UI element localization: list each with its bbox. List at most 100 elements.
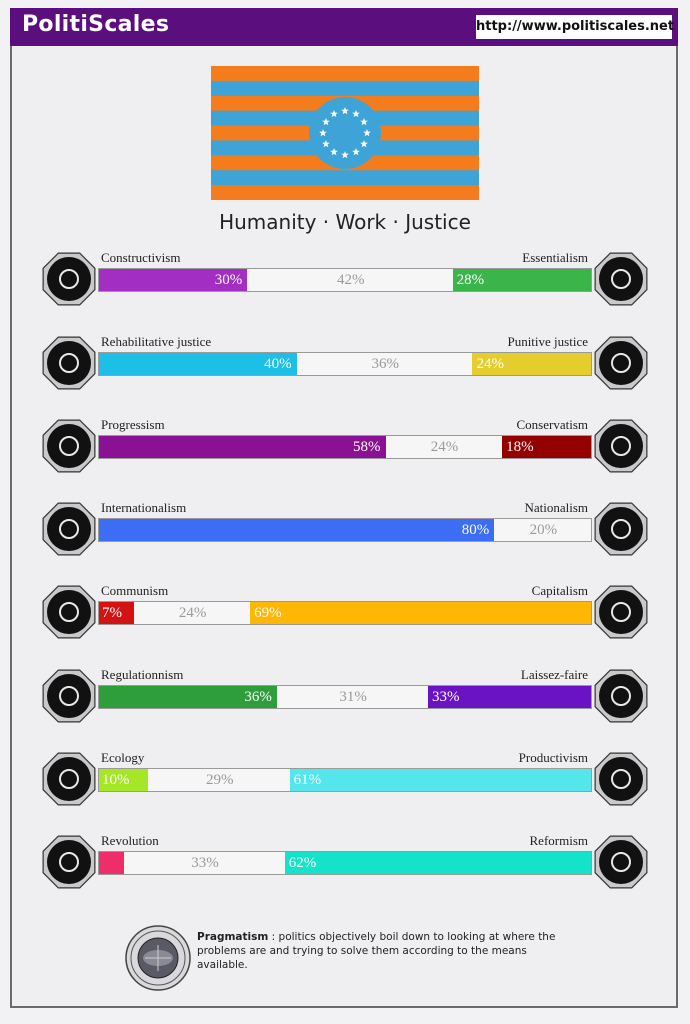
- axis-right-segment: [472, 353, 591, 375]
- axis-middle-percent: 24%: [178, 605, 207, 621]
- axis-row: Ecology Productivism 10% 29% 61%: [0, 750, 690, 834]
- axis-middle-percent: 33%: [191, 855, 219, 871]
- axis-bar: 36% 31% 33%: [98, 685, 592, 709]
- axis-right-segment: [502, 436, 591, 458]
- axis-row: Revolution Reformism 33% 62%: [0, 833, 690, 917]
- axis-row: Communism Capitalism 7% 24% 69%: [0, 583, 690, 667]
- flag-star: [330, 109, 338, 118]
- axis-right-segment: [284, 852, 591, 874]
- axis-bar: 58% 24% 18%: [98, 435, 592, 459]
- flag-star: [352, 109, 360, 118]
- axis-left-label: Internationalism: [101, 500, 187, 515]
- axis-right-segment: [427, 686, 591, 708]
- header-bar: PolitiScales http://www.politiscales.net: [10, 8, 678, 46]
- axis-right-percent: 61%: [293, 772, 322, 788]
- axis-left-percent: 36%: [244, 689, 272, 705]
- axis-right-label: Productivism: [518, 750, 588, 765]
- flag-star: [341, 107, 349, 115]
- axis-bar: 80% 20%: [98, 518, 592, 542]
- eye-icon: [42, 252, 96, 306]
- axis-left-segment: [99, 269, 248, 291]
- axis-left-label: Revolution: [101, 833, 159, 848]
- flag-image: [211, 66, 479, 200]
- butterfly-icon: [594, 669, 648, 723]
- flag-star: [319, 129, 327, 137]
- axis-row: Rehabilitative justice Punitive justice 40…: [0, 334, 690, 418]
- axis-bar: 33% 62%: [98, 851, 592, 875]
- axis-left-label: Rehabilitative justice: [101, 334, 212, 349]
- footer-description: Pragmatism : politics objectively boil d…: [197, 930, 577, 972]
- axis-right-percent: 28%: [456, 272, 485, 288]
- axis-right-percent: 18%: [506, 439, 534, 455]
- axis-right-percent: 62%: [288, 855, 317, 871]
- flag-star: [341, 151, 349, 159]
- axis-left-label: Communism: [101, 583, 169, 598]
- axis-left-segment: [99, 852, 124, 874]
- axis-left-percent: 40%: [264, 356, 292, 372]
- flag-star: [330, 148, 338, 156]
- axis-left-segment: [99, 353, 297, 375]
- money-bag-icon: [594, 585, 648, 639]
- axis-middle-percent: 20%: [529, 522, 558, 538]
- axis-middle-percent: 31%: [339, 689, 367, 705]
- gear-icon: [594, 752, 648, 806]
- triangle-ruler-icon: [42, 669, 96, 723]
- flag-star: [363, 129, 371, 137]
- axis-left-percent: 7%: [102, 605, 122, 621]
- brand-title[interactable]: PolitiScales: [22, 12, 170, 37]
- axis-right-label: Reformism: [529, 833, 589, 848]
- axis-right-segment: [452, 269, 591, 291]
- axis-bar: 30% 42% 28%: [98, 268, 592, 292]
- axis-right-segment: [250, 602, 591, 624]
- motto-heading: Humanity · Work · Justice: [219, 210, 471, 234]
- axis-middle-percent: 24%: [430, 439, 459, 455]
- rocket-icon: [42, 419, 96, 473]
- pragmatism-seal-icon: [125, 925, 191, 991]
- axis-left-segment: [99, 602, 134, 624]
- axis-right-label: Conservatism: [516, 417, 589, 432]
- flag-star: [352, 148, 360, 156]
- flag-star: [360, 118, 368, 126]
- tree-icon: [42, 752, 96, 806]
- fist-icon: [42, 835, 96, 889]
- axis-bar: 7% 24% 69%: [98, 601, 592, 625]
- axis-row: Constructivism Essentialism 30% 42% 28%: [0, 250, 690, 334]
- axis-bar: 40% 36% 24%: [98, 352, 592, 376]
- axis-right-label: Laissez-faire: [520, 667, 588, 682]
- axis-left-segment: [99, 686, 277, 708]
- axis-left-segment: [99, 519, 495, 541]
- footer-separator: :: [268, 931, 279, 943]
- axis-right-label: Essentialism: [522, 250, 588, 265]
- flag-star: [322, 118, 330, 126]
- globe-icon: [42, 502, 96, 556]
- axis-right-segment: [289, 769, 591, 791]
- axis-right-label: Capitalism: [531, 583, 588, 598]
- axis-left-segment: [99, 769, 149, 791]
- axis-right-percent: 24%: [476, 356, 504, 372]
- site-url-link[interactable]: http://www.politiscales.net: [476, 15, 674, 39]
- axis-left-label: Ecology: [101, 750, 145, 765]
- axis-row: Regulationnism Laissez-faire 36% 31% 33%: [0, 667, 690, 751]
- axis-left-percent: 30%: [214, 272, 243, 288]
- footer-term: Pragmatism: [197, 931, 269, 943]
- flag-star: [360, 140, 368, 148]
- axis-row: Progressism Conservatism 58% 24% 18%: [0, 417, 690, 501]
- hammer-sickle-icon: [42, 585, 96, 639]
- axis-right-percent: 33%: [431, 689, 460, 705]
- axis-left-percent: 80%: [461, 522, 490, 538]
- footer-desc-text: politics objectively boil down to lookin…: [197, 931, 556, 971]
- flag-icon: [594, 502, 648, 556]
- axis-right-percent: 69%: [254, 605, 282, 621]
- axis-left-percent: 10%: [102, 772, 130, 788]
- axis-right-label: Punitive justice: [507, 334, 588, 349]
- bridge-icon: [594, 835, 648, 889]
- flag-star: [322, 140, 330, 148]
- quill-icon: [594, 419, 648, 473]
- axis-middle-percent: 29%: [206, 772, 234, 788]
- flower-burst-icon: [594, 252, 648, 306]
- axis-left-label: Progressism: [101, 417, 165, 432]
- axis-right-label: Nationalism: [524, 500, 588, 515]
- axis-left-label: Regulationnism: [101, 667, 184, 682]
- axis-bar: 10% 29% 61%: [98, 768, 592, 792]
- axis-middle-percent: 42%: [336, 272, 365, 288]
